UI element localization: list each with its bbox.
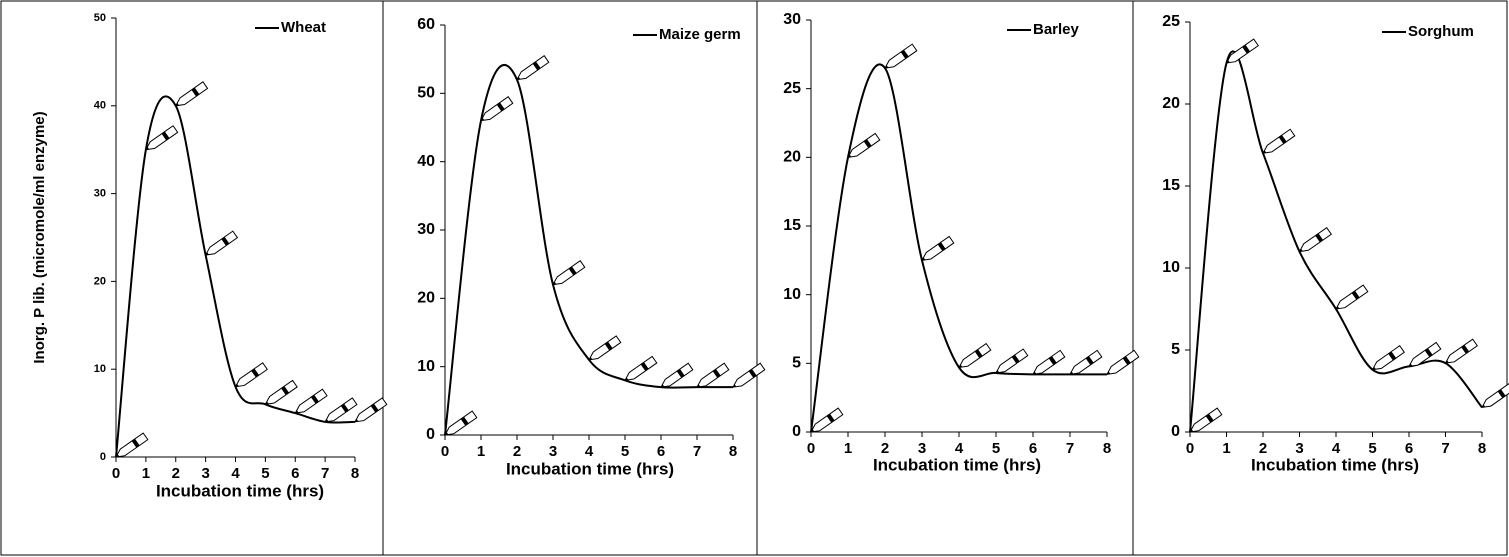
x-tick-label: 7: [693, 443, 701, 460]
x-tick-label: 8: [351, 465, 359, 482]
x-axis-label: Incubation time (hrs): [873, 455, 1041, 474]
x-tick-label: 5: [992, 440, 1000, 457]
y-tick-label: 50: [417, 85, 435, 102]
x-tick-label: 7: [1066, 440, 1074, 457]
y-tick-label: 15: [1162, 177, 1180, 194]
y-tick-label: 10: [1162, 259, 1180, 276]
x-tick-label: 3: [1295, 440, 1303, 457]
x-axis-label: Incubation time (hrs): [156, 481, 324, 500]
x-tick-label: 1: [1222, 440, 1230, 457]
x-tick-label: 4: [955, 440, 964, 457]
x-tick-label: 8: [729, 443, 737, 460]
y-tick-label: 30: [417, 221, 435, 238]
y-axis-label: Inorg. P lib. (micromole/ml enzyme): [31, 111, 48, 363]
x-tick-label: 7: [1441, 440, 1449, 457]
x-tick-label: 0: [807, 440, 815, 457]
y-tick-label: 60: [417, 16, 435, 33]
x-tick-label: 3: [201, 465, 209, 482]
x-tick-label: 7: [321, 465, 329, 482]
x-tick-label: 6: [1405, 440, 1413, 457]
x-tick-label: 5: [621, 443, 629, 460]
y-tick-label: 20: [783, 149, 801, 166]
x-tick-label: 6: [1029, 440, 1037, 457]
legend-label: Maize germ: [659, 26, 741, 43]
x-tick-label: 0: [441, 443, 449, 460]
y-tick-label: 10: [783, 286, 801, 303]
y-tick-label: 5: [1171, 341, 1180, 358]
x-tick-label: 3: [918, 440, 926, 457]
y-tick-label: 50: [94, 12, 106, 24]
x-tick-label: 2: [513, 443, 521, 460]
y-tick-label: 40: [94, 100, 106, 112]
x-tick-label: 4: [231, 465, 240, 482]
x-tick-label: 1: [844, 440, 852, 457]
legend-label: Barley: [1033, 21, 1080, 38]
x-tick-label: 8: [1103, 440, 1111, 457]
y-tick-label: 30: [783, 11, 801, 28]
x-tick-label: 2: [881, 440, 889, 457]
y-tick-label: 20: [94, 275, 106, 287]
y-tick-label: 10: [94, 363, 106, 375]
x-axis-label: Incubation time (hrs): [1251, 455, 1419, 474]
x-tick-label: 6: [291, 465, 299, 482]
x-tick-label: 2: [172, 465, 180, 482]
y-tick-label: 20: [1162, 95, 1180, 112]
x-tick-label: 8: [1478, 440, 1486, 457]
y-tick-label: 0: [792, 423, 801, 440]
x-tick-label: 4: [585, 443, 594, 460]
y-tick-label: 25: [1162, 13, 1180, 30]
x-tick-label: 4: [1332, 440, 1341, 457]
y-tick-label: 0: [426, 426, 435, 443]
legend-label: Wheat: [281, 19, 326, 36]
x-axis-label: Incubation time (hrs): [506, 459, 674, 478]
y-tick-label: 5: [792, 355, 801, 372]
x-tick-label: 3: [549, 443, 557, 460]
y-tick-label: 25: [783, 80, 801, 97]
x-tick-label: 0: [112, 465, 120, 482]
legend-label: Sorghum: [1408, 23, 1474, 40]
y-tick-label: 30: [94, 188, 106, 200]
x-tick-label: 0: [1186, 440, 1194, 457]
figure: 01020304050012345678Incubation time (hrs…: [0, 0, 1509, 557]
x-tick-label: 1: [477, 443, 485, 460]
y-tick-label: 10: [417, 358, 435, 375]
x-tick-label: 6: [657, 443, 665, 460]
x-tick-label: 2: [1259, 440, 1267, 457]
x-tick-label: 5: [1368, 440, 1376, 457]
x-tick-label: 5: [261, 465, 269, 482]
y-tick-label: 20: [417, 290, 435, 307]
y-tick-label: 15: [783, 217, 801, 234]
y-tick-label: 0: [1171, 423, 1180, 440]
y-tick-label: 0: [100, 451, 106, 463]
y-tick-label: 40: [417, 153, 435, 170]
x-tick-label: 1: [142, 465, 150, 482]
